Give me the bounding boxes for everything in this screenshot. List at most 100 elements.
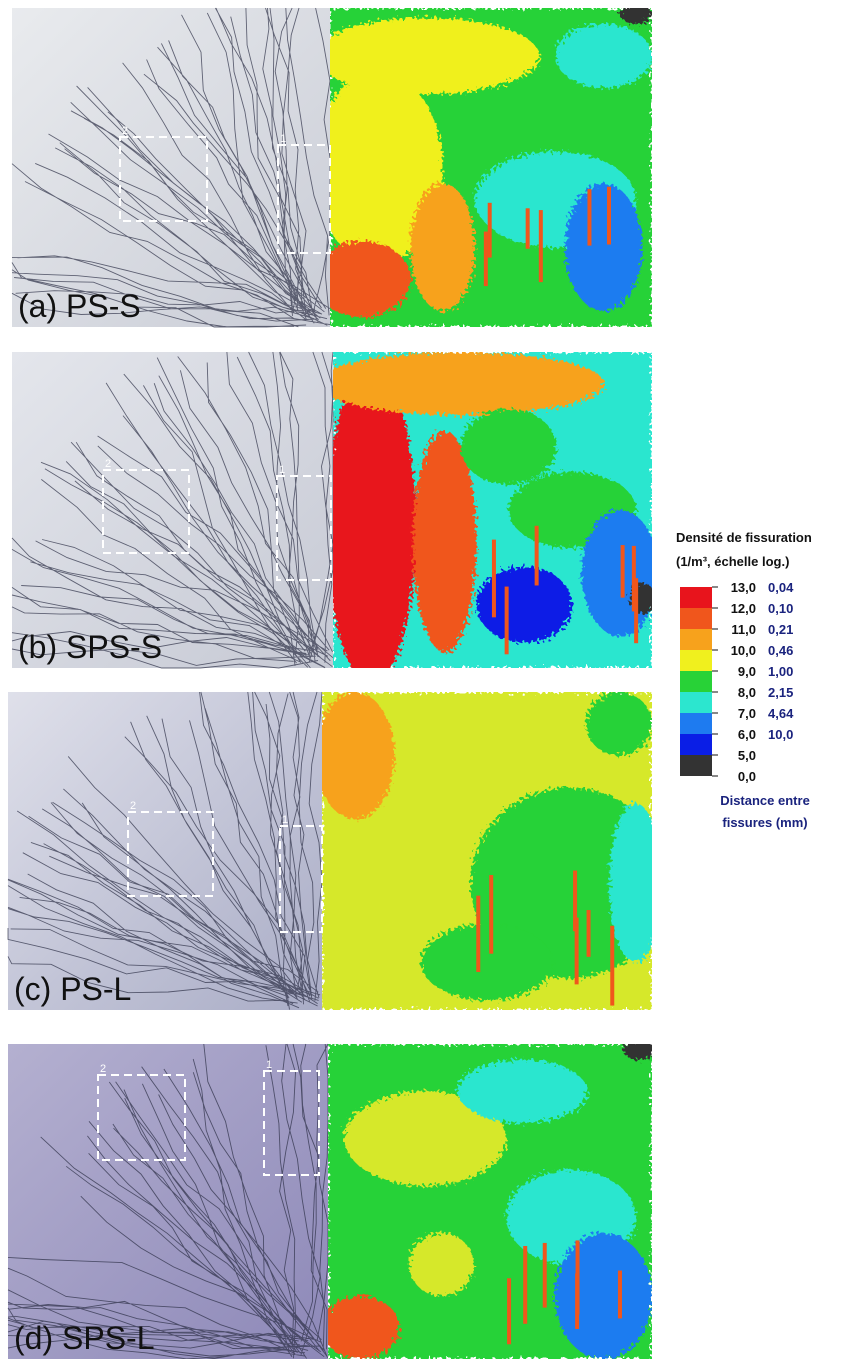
map-streak xyxy=(487,202,492,258)
cracks xyxy=(7,691,323,1010)
legend-level: 9,0 xyxy=(738,664,756,679)
map-region xyxy=(330,71,443,264)
map-streak xyxy=(631,545,636,612)
legend-level: 0,0 xyxy=(738,769,756,784)
map-region xyxy=(460,408,557,485)
zone-label: 1 xyxy=(266,1059,272,1071)
zone-box xyxy=(127,811,214,897)
map-texture xyxy=(330,8,652,327)
map-streak xyxy=(542,1242,547,1308)
map-streak xyxy=(523,1245,528,1324)
map-streak xyxy=(586,910,591,957)
map-region xyxy=(410,183,475,312)
map-region xyxy=(555,23,652,88)
legend-distance: 10,0 xyxy=(768,727,793,742)
crack-density-map xyxy=(328,1044,652,1359)
legend-level: 5,0 xyxy=(738,748,756,763)
map-streak xyxy=(610,925,615,1006)
zone-label: 2 xyxy=(130,800,136,812)
map-streak xyxy=(634,578,639,644)
map-region xyxy=(412,430,477,653)
legend-swatch xyxy=(680,608,712,629)
legend-level: 10,0 xyxy=(731,643,756,658)
zone-label: 2 xyxy=(122,125,128,137)
map-streak xyxy=(574,917,579,985)
zone-box xyxy=(263,1070,320,1176)
legend-level: 6,0 xyxy=(738,727,756,742)
map-region xyxy=(565,183,643,312)
panel-label: (b) SPS-S xyxy=(18,629,162,665)
legend-distance: 0,04 xyxy=(768,580,794,595)
map-region xyxy=(333,352,605,416)
crack-density-map xyxy=(333,352,652,668)
legend-footer: Distance entre xyxy=(720,793,810,808)
map-region xyxy=(330,17,540,95)
zone-box xyxy=(276,475,332,581)
legend-distance: 0,10 xyxy=(768,601,793,616)
map-streak xyxy=(538,210,543,283)
legend-distance: 1,00 xyxy=(768,664,793,679)
map-region xyxy=(619,8,652,24)
legend-level: 12,0 xyxy=(731,601,756,616)
zone-label: 1 xyxy=(279,464,285,476)
map-region xyxy=(328,1296,400,1359)
map-region xyxy=(554,1233,652,1359)
legend-swatch xyxy=(680,650,712,671)
legend-distance: 0,21 xyxy=(768,622,793,637)
map-streak xyxy=(483,231,488,287)
map-streak xyxy=(534,525,539,586)
map-streak xyxy=(504,586,509,655)
crack-density-map xyxy=(322,692,652,1010)
map-streak xyxy=(476,895,481,972)
zone-label: 2 xyxy=(105,458,111,470)
map-region xyxy=(622,1044,652,1060)
map-streak xyxy=(573,870,578,932)
cracks xyxy=(11,7,331,328)
legend-distance: 2,15 xyxy=(768,685,793,700)
legend-title: Densité de fissuration xyxy=(676,530,812,545)
map-region xyxy=(457,1059,588,1123)
legend-swatch xyxy=(680,713,712,734)
map-streak xyxy=(507,1278,512,1345)
cracks xyxy=(7,1043,329,1359)
zone-box xyxy=(97,1074,186,1161)
panel-label: (a) PS-S xyxy=(18,288,141,324)
legend-swatch xyxy=(680,671,712,692)
map-region xyxy=(409,1233,474,1296)
map-streak xyxy=(575,1273,580,1329)
map-region xyxy=(344,1091,507,1186)
map-region xyxy=(586,692,652,756)
zone-label: 2 xyxy=(100,1063,106,1075)
panel-label: (d) SPS-L xyxy=(14,1320,154,1356)
map-region xyxy=(333,367,416,668)
legend-footer: fissures (mm) xyxy=(722,815,807,830)
map-region xyxy=(330,240,411,318)
map-streak xyxy=(491,539,496,618)
zone-box xyxy=(119,136,208,222)
zone-label: 1 xyxy=(282,814,288,826)
map-texture xyxy=(328,1044,652,1359)
legend-title: (1/m³, échelle log.) xyxy=(676,554,789,569)
map-texture xyxy=(322,692,652,1010)
map-streak xyxy=(489,875,494,954)
zone-box xyxy=(102,469,190,554)
map-region xyxy=(322,692,395,820)
map-streak xyxy=(587,189,592,246)
legend-level: 11,0 xyxy=(731,622,756,637)
zone-box xyxy=(279,825,323,933)
legend-swatch xyxy=(680,587,712,608)
map-streak xyxy=(525,208,530,249)
map-streak xyxy=(620,545,625,598)
map-region xyxy=(421,924,553,1001)
zone-box xyxy=(277,144,331,254)
legend-level: 8,0 xyxy=(738,685,756,700)
legend-swatch xyxy=(680,629,712,650)
legend-swatch xyxy=(680,692,712,713)
legend-distance: 4,64 xyxy=(768,706,794,721)
legend-swatch xyxy=(680,755,712,776)
crack-density-map xyxy=(330,8,652,327)
panel-label: (c) PS-L xyxy=(14,971,131,1007)
zone-label: 1 xyxy=(280,133,286,145)
legend-distance: 0,46 xyxy=(768,643,793,658)
